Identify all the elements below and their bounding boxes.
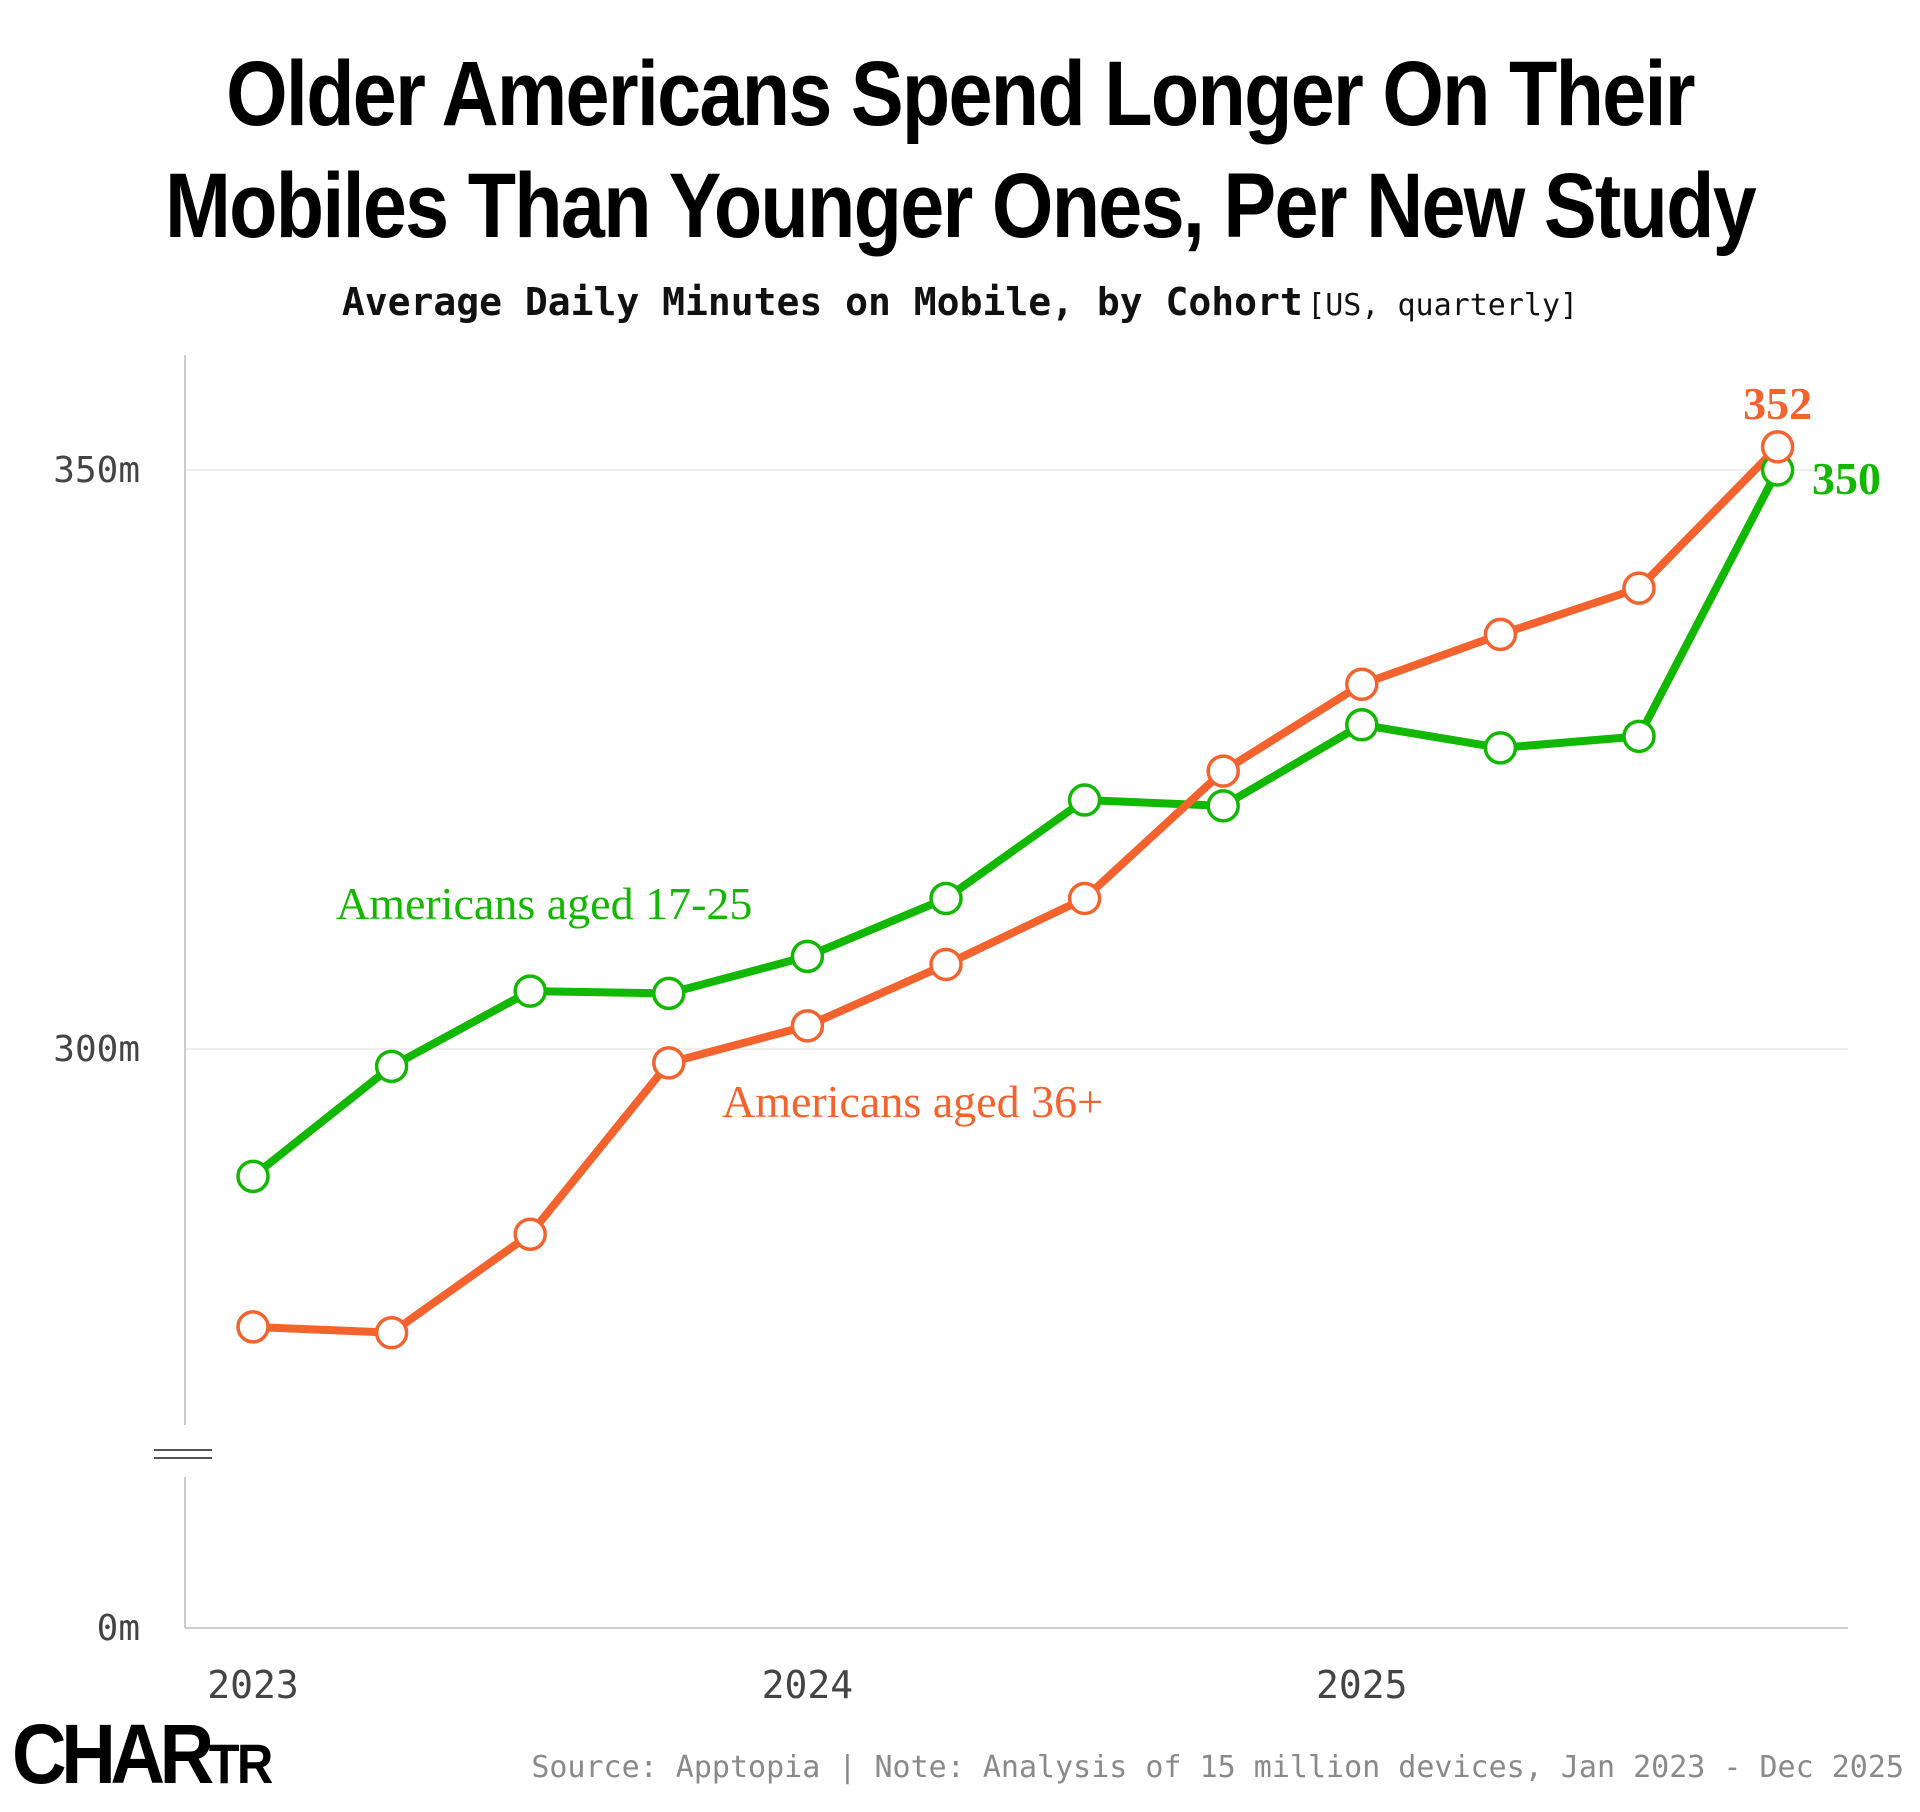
- data-point-series-1: [1206, 754, 1240, 788]
- data-point-series-0: [1622, 719, 1656, 754]
- end-label-young: 350: [1812, 453, 1881, 504]
- data-point-series-0: [1067, 783, 1102, 817]
- title-line-2: Mobiles Than Younger Ones, Per New Study: [164, 155, 1757, 257]
- chart-subtitle: Average Daily Minutes on Mobile, by Coho…: [0, 280, 1920, 324]
- data-point-series-1: [1345, 667, 1379, 701]
- subtitle-meta: [US, quarterly]: [1307, 288, 1579, 323]
- data-point-series-0: [513, 974, 547, 1008]
- data-point-series-1: [1067, 881, 1102, 916]
- data-point-series-0: [236, 1159, 270, 1194]
- data-point-series-1: [790, 1009, 825, 1043]
- title-line-1: Older Americans Spend Longer On Their: [226, 43, 1695, 145]
- data-point-series-1: [1622, 571, 1656, 605]
- end-label-old: 352: [1743, 378, 1812, 429]
- data-point-series-0: [652, 976, 686, 1011]
- chartr-logo: CHARTR: [12, 1706, 273, 1812]
- x-tick-label: 2023: [207, 1663, 299, 1707]
- data-point-series-1: [929, 947, 963, 982]
- subtitle-main: Average Daily Minutes on Mobile, by Coho…: [341, 280, 1303, 324]
- series-label-old: Americans aged 36+: [722, 1076, 1103, 1127]
- series-label-young: Americans aged 17-25: [336, 878, 752, 929]
- data-point-series-1: [374, 1315, 409, 1350]
- data-point-series-0: [1345, 708, 1379, 742]
- source-note: Source: Apptopia | Note: Analysis of 15 …: [531, 1750, 1904, 1785]
- logo-small: TR: [208, 1732, 273, 1795]
- data-point-series-0: [1206, 789, 1240, 823]
- data-point-series-0: [929, 881, 963, 916]
- y-tick-label: 0m: [97, 1608, 140, 1649]
- data-point-series-1: [652, 1046, 686, 1080]
- data-point-series-1: [236, 1310, 270, 1344]
- data-point-series-1: [1483, 617, 1518, 652]
- data-point-series-0: [1483, 731, 1518, 765]
- data-point-series-0: [790, 939, 825, 974]
- series-line-0: [249, 466, 1782, 1181]
- x-tick-label: 2024: [762, 1663, 854, 1707]
- data-point-series-1: [1760, 430, 1795, 464]
- data-point-series-0: [374, 1049, 409, 1084]
- series-line-1: [249, 442, 1782, 1337]
- data-point-series-1: [513, 1217, 547, 1252]
- logo-main: CHAR: [12, 1707, 214, 1801]
- chart-title: Older Americans Spend Longer On Their Mo…: [134, 38, 1785, 262]
- y-tick-label: 350m: [53, 450, 140, 491]
- y-tick-label: 300m: [53, 1029, 140, 1070]
- x-tick-label: 2025: [1316, 1663, 1408, 1707]
